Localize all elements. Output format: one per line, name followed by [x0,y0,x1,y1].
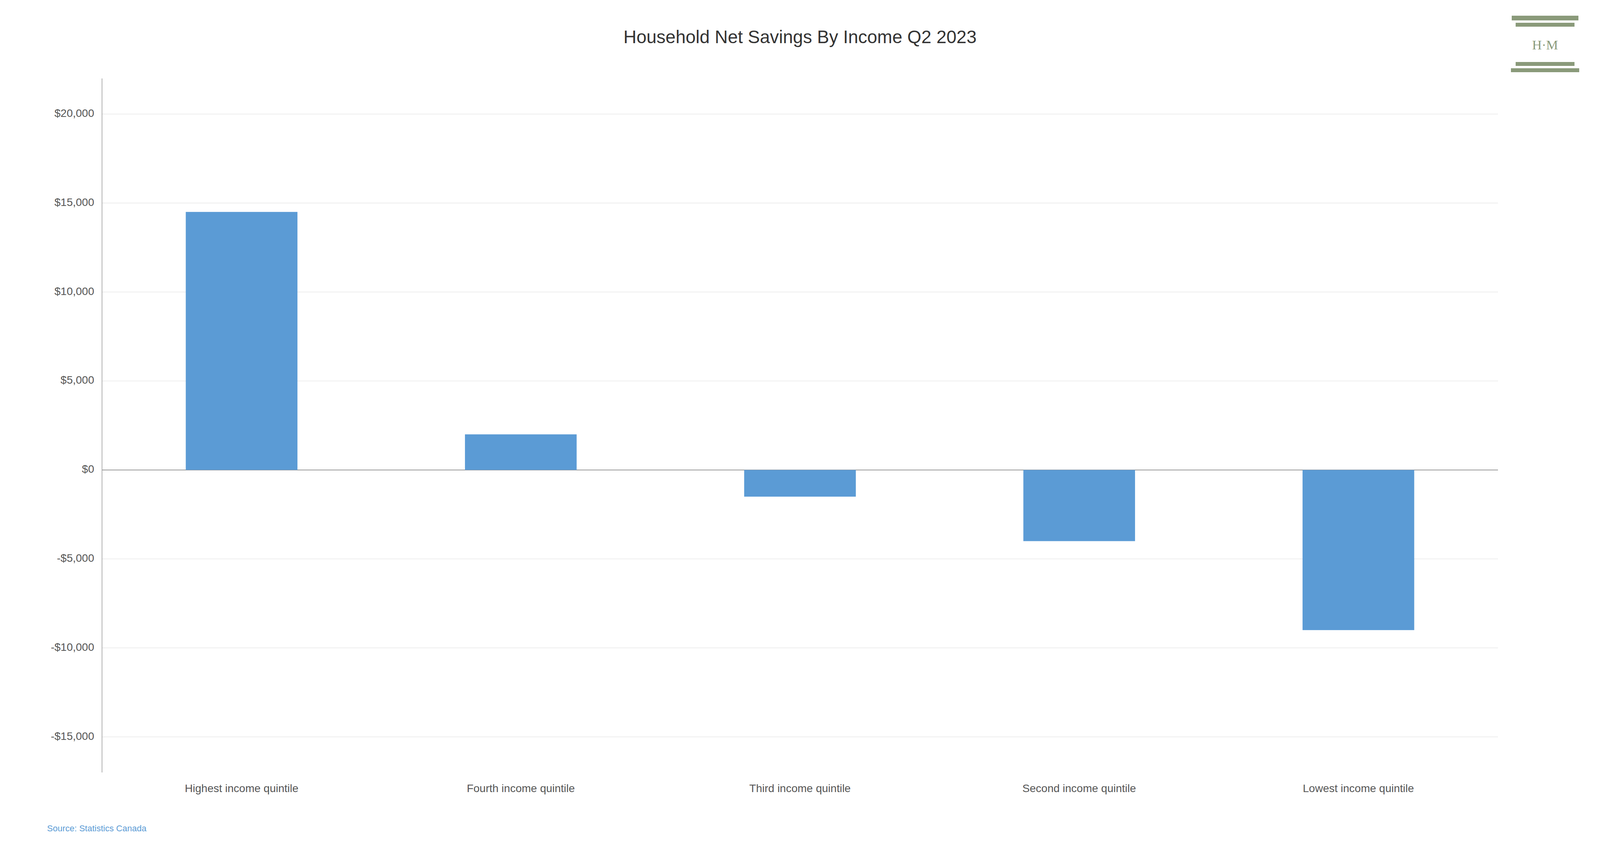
y-tick-label: $10,000 [54,285,95,298]
y-axis-line [101,78,103,773]
grid-line [102,558,1498,560]
grid-line [102,291,1498,293]
y-tick-label: -$5,000 [56,552,95,565]
y-tick-label: -$10,000 [50,641,95,654]
grid-line [102,736,1498,738]
y-tick-label: $15,000 [54,196,95,209]
bar [1023,470,1136,542]
grid-line [102,113,1498,115]
bar [464,434,577,471]
source-note: Source: Statistics Canada [47,823,147,834]
logo-bar [1515,22,1575,27]
x-tick-label: Lowest income quintile [1302,782,1415,795]
y-tick-label: $5,000 [60,373,95,387]
x-tick-label: Fourth income quintile [466,782,575,795]
y-tick-label: $0 [82,462,95,476]
chart: -$15,000 -$10,000 -$5,000 $0 $5,000 $10,000 $1… [0,0,1600,847]
grid-line [102,380,1498,382]
grid-line [102,202,1498,204]
logo: H·M [1510,15,1580,73]
x-tick-label: Second income quintile [1022,782,1137,795]
logo-bar [1511,15,1579,21]
bar [1302,470,1415,631]
background [0,0,1600,847]
bar [744,470,857,497]
title: Household Net Savings By Income Q2 2023 [623,26,977,48]
grid-line [102,647,1498,649]
logo-bar [1515,61,1575,66]
bar [185,211,298,471]
x-tick-label: Third income quintile [749,782,851,795]
y-tick-label: -$15,000 [50,730,95,743]
logo-bar [1510,68,1580,73]
grid [102,114,1498,738]
logo-text: H·M [1532,37,1559,53]
x-tick-label: Highest income quintile [184,782,299,795]
bars [185,211,1415,631]
y-tick-label: $20,000 [54,107,95,120]
